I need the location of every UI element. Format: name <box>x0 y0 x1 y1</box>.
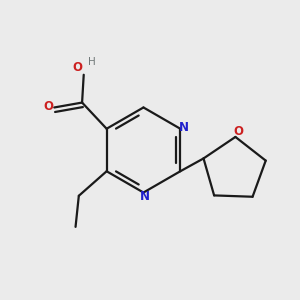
Text: N: N <box>179 121 189 134</box>
Text: H: H <box>88 57 96 67</box>
Text: O: O <box>73 61 83 74</box>
Text: N: N <box>140 190 150 203</box>
Text: O: O <box>44 100 53 113</box>
Text: O: O <box>234 124 244 137</box>
